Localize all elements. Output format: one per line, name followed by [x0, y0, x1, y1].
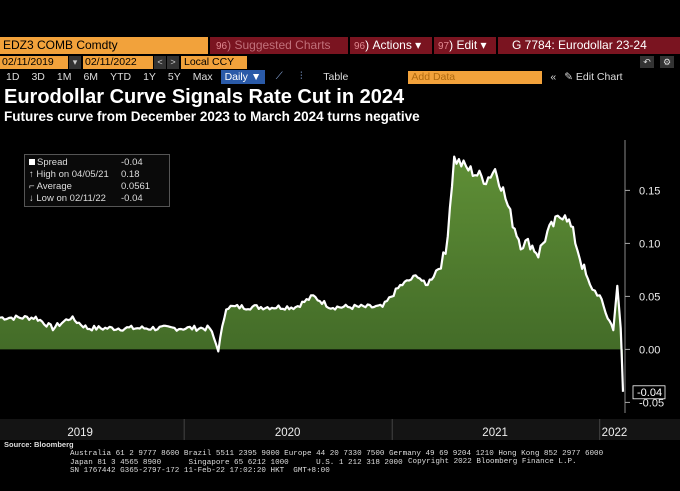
x-tick-label-0: 2019 [67, 427, 93, 439]
series-area-fill [0, 156, 623, 392]
legend-low-label: Low on 02/11/22 [36, 193, 106, 204]
period-1m[interactable]: 1M [56, 71, 72, 83]
legend-average-value: 0.0561 [121, 181, 151, 192]
prev-arrow-icon[interactable]: < [154, 55, 166, 69]
series-swatch-icon [29, 159, 35, 166]
edit-label: Edit ▾ [456, 38, 487, 52]
table-button[interactable]: Table [323, 71, 349, 83]
legend-row-high: ↑ High on 04/05/21 0.18 [29, 169, 140, 180]
settings-icon[interactable]: ⚙ [660, 56, 674, 68]
suggested-num: 96 [216, 41, 228, 52]
y-tick-label-4: -0.05 [639, 397, 664, 409]
y-tick-label-1: 0.10 [639, 238, 660, 250]
date-range-row: 02/11/2019 ▾ 02/11/2022 < > Local CCY ↶ … [0, 55, 680, 69]
chart-subtitle: Futures curve from December 2023 to Marc… [4, 109, 420, 124]
actions-label: Actions ▾ [372, 38, 422, 52]
x-tick-label-1: 2020 [275, 427, 301, 439]
y-tick-label-2: 0.05 [639, 291, 660, 303]
x-tick-label-2: 2021 [482, 427, 508, 439]
y-tick-label-3: 0.00 [639, 344, 660, 356]
period-6m[interactable]: 6M [83, 71, 99, 83]
period-1d[interactable]: 1D [6, 71, 20, 83]
y-tick-label-0: 0.15 [639, 185, 660, 197]
add-data-input[interactable]: Add Data [408, 70, 543, 84]
period-ytd[interactable]: YTD [110, 71, 132, 83]
last-value-box [632, 385, 666, 400]
next-arrow-icon[interactable]: > [167, 55, 179, 69]
period-3d[interactable]: 3D [31, 71, 45, 83]
undo-icon[interactable]: ↶ [640, 56, 654, 68]
last-value-label: -0.04 [637, 387, 662, 399]
line-chart-icon[interactable]: ⟋ [275, 71, 283, 82]
edit-chart-button[interactable]: ✎ Edit Chart [564, 71, 623, 83]
legend-spread-label: Spread [37, 157, 68, 168]
graph-title: G 7784: Eurodollar 23-24 [498, 37, 680, 54]
source-note: Source: Bloomberg [4, 440, 74, 449]
period-max[interactable]: Max [192, 71, 213, 83]
legend-low-value: -0.04 [121, 193, 143, 204]
suggested-charts-button[interactable]: 96) Suggested Charts [210, 37, 348, 54]
legend: Spread -0.04 ↑ High on 04/05/21 0.18 ⌐ Ave… [24, 154, 170, 207]
chart-title: Eurodollar Curve Signals Rate Cut in 202… [4, 86, 405, 108]
currency-select[interactable]: Local CCY [181, 55, 247, 69]
chart-style-icon[interactable]: ⫶ [300, 71, 303, 82]
legend-average-label: Average [36, 181, 72, 192]
command-bar: EDZ3 COMB Comdty 96) Suggested Charts 96… [0, 37, 680, 54]
suggested-label: Suggested Charts [234, 38, 331, 52]
series-line [0, 155, 625, 392]
legend-row-spread: Spread -0.04 [29, 157, 165, 169]
x-axis-band [0, 419, 680, 440]
actions-menu-button[interactable]: 96) Actions ▾ [350, 37, 432, 54]
footer-copyright: Copyright 2022 Bloomberg Finance L.P. [408, 458, 577, 466]
ticker-field[interactable]: EDZ3 COMB Comdty [0, 37, 208, 54]
legend-row-low: ↓ Low on 02/11/22 -0.04 [29, 193, 143, 204]
legend-row-average: ⌐ Average 0.0561 [29, 181, 151, 192]
end-date-input[interactable]: 02/11/2022 [83, 55, 153, 69]
start-date-input[interactable]: 02/11/2019 [0, 55, 68, 69]
footer-contacts: Australia 61 2 9777 8600 Brazil 5511 239… [70, 450, 603, 476]
footer-line-2: Japan 81 3 4565 8900 Singapore 65 6212 1… [70, 458, 403, 467]
legend-high-label: High on 04/05/21 [36, 169, 109, 180]
frequency-select[interactable]: Daily ▼ [220, 70, 266, 84]
legend-spread-value: -0.04 [121, 157, 143, 168]
legend-high-value: 0.18 [121, 169, 140, 180]
period-1y[interactable]: 1Y [143, 71, 156, 83]
actions-num: 96 [354, 41, 366, 52]
period-5y[interactable]: 5Y [167, 71, 181, 83]
collapse-icon[interactable]: « [550, 71, 557, 83]
footer-line-3: SN 1767442 G365-2797-172 11-Feb-22 17:02… [70, 467, 330, 475]
edit-num: 97 [438, 41, 450, 52]
edit-menu-button[interactable]: 97) Edit ▾ [434, 37, 496, 54]
footer-line-1: Australia 61 2 9777 8600 Brazil 5511 239… [70, 450, 604, 458]
x-tick-label-3: 2022 [602, 427, 628, 439]
period-row: 1D 3D 1M 6M YTD 1Y 5Y Max Daily ▼ ⟋ ⫶ Ta… [0, 70, 680, 84]
row-icons: ↶ ⚙ [640, 56, 680, 68]
calendar-icon[interactable]: ▾ [69, 55, 81, 69]
